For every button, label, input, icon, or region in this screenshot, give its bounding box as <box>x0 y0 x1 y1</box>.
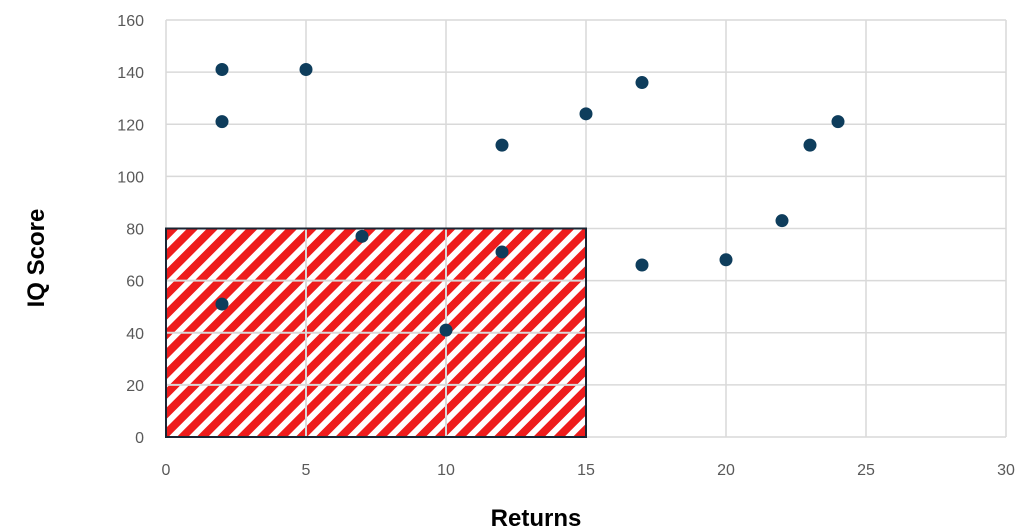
highlight-region <box>165 227 587 438</box>
data-point <box>495 245 509 259</box>
data-point <box>215 297 229 311</box>
data-points <box>215 63 845 337</box>
data-point <box>775 214 789 228</box>
y-tick-label: 40 <box>126 326 144 343</box>
y-tick-label: 120 <box>117 117 144 134</box>
data-point <box>299 63 313 77</box>
y-tick-label: 100 <box>117 169 144 186</box>
data-point <box>635 258 649 272</box>
x-tick-label: 25 <box>857 462 875 479</box>
x-tick-label: 15 <box>577 462 595 479</box>
data-point <box>495 138 509 152</box>
data-point <box>831 115 845 129</box>
y-tick-label: 20 <box>126 378 144 395</box>
y-axis-title: IQ Score <box>23 209 50 308</box>
data-point <box>355 229 369 243</box>
data-point <box>439 323 453 337</box>
data-point <box>215 115 229 129</box>
data-point <box>215 63 229 77</box>
data-point <box>579 107 593 121</box>
y-tick-label: 140 <box>117 65 144 82</box>
x-tick-label: 10 <box>437 462 455 479</box>
y-tick-label: 60 <box>126 274 144 291</box>
x-axis-title: Returns <box>491 505 582 529</box>
data-point <box>635 76 649 90</box>
y-tick-label: 160 <box>117 13 144 30</box>
x-tick-label: 5 <box>302 462 311 479</box>
x-tick-label: 30 <box>997 462 1015 479</box>
tick-labels: 0 20 40 60 80 100 120 140 160 0 5 10 15 20 25 30 <box>117 13 1015 479</box>
x-tick-label: 0 <box>162 462 171 479</box>
data-point <box>719 253 733 267</box>
y-tick-label: 80 <box>126 222 144 239</box>
y-tick-label: 0 <box>135 430 144 447</box>
data-point <box>803 138 817 152</box>
x-tick-label: 20 <box>717 462 735 479</box>
